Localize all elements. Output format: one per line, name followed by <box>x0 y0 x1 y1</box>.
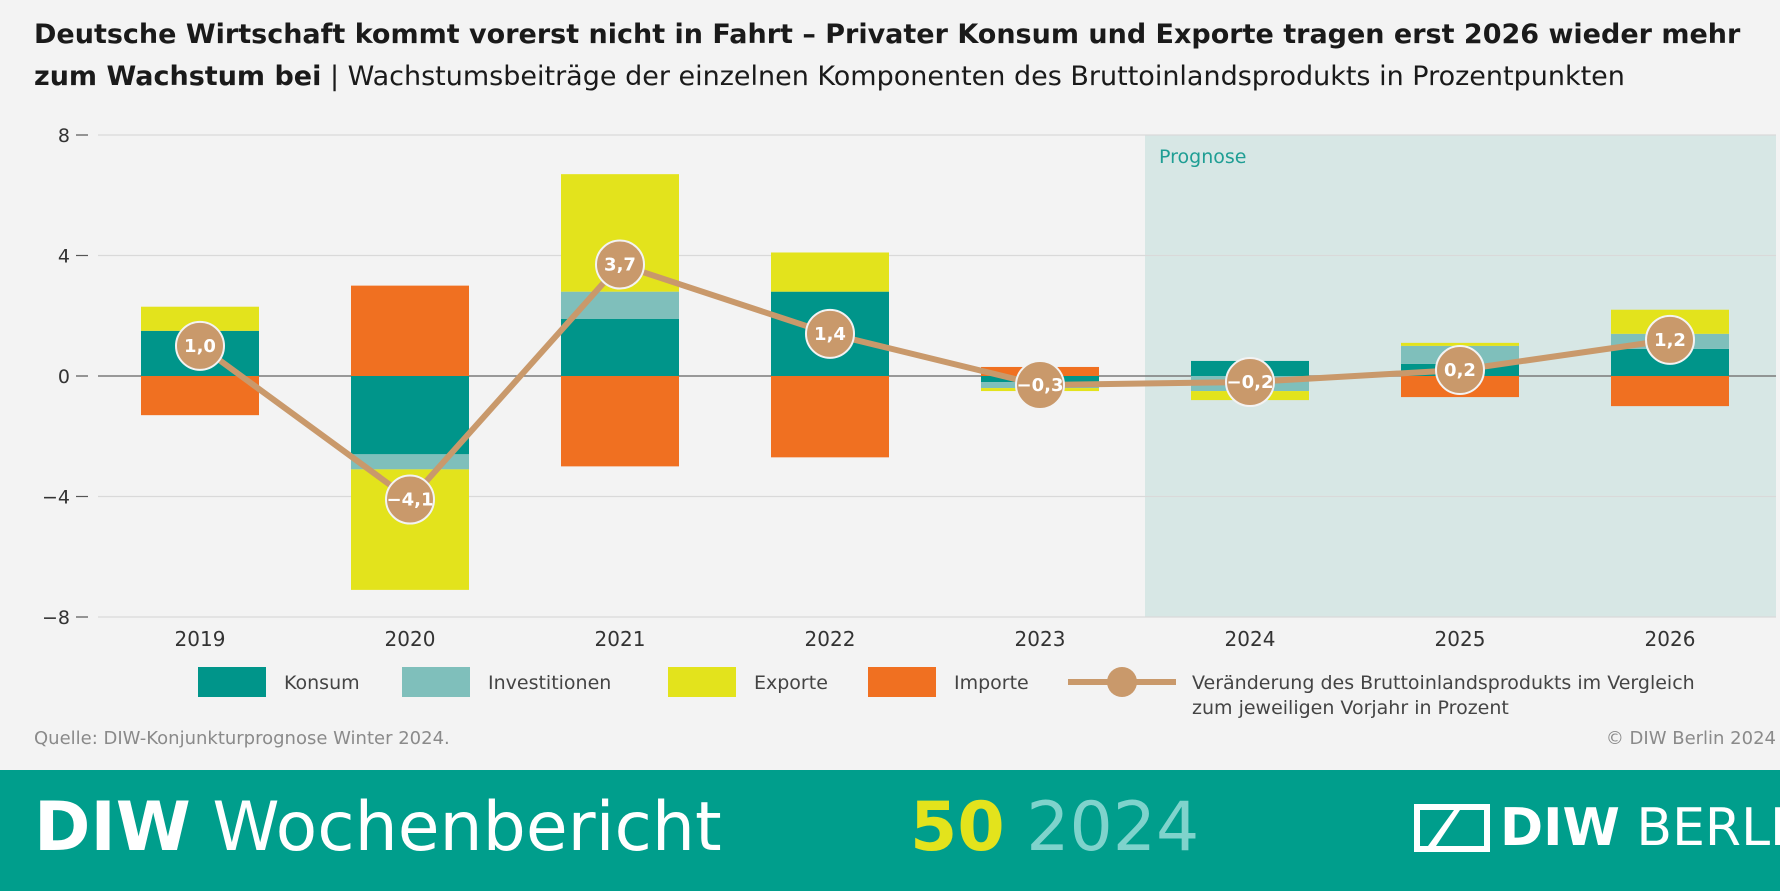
gdp-point <box>385 474 435 525</box>
y-tick-label: −4 <box>42 487 70 509</box>
x-tick-label: 2025 <box>1435 627 1486 651</box>
legend-line-point <box>1107 667 1137 697</box>
title-separator: | <box>321 61 348 92</box>
issue-number: 50 2024 <box>910 788 1199 868</box>
legend-label-investitionen: Investitionen <box>488 672 611 694</box>
brand-bold: DIW <box>34 788 191 867</box>
y-tick-label: 4 <box>58 246 70 268</box>
gdp-point-label: 1,0 <box>184 336 216 357</box>
legend-label-gdp-line2: zum jeweiligen Vorjahr in Prozent <box>1192 697 1509 719</box>
gdp-line <box>198 261 1671 503</box>
brand-rest: Wochenbericht <box>190 788 722 867</box>
legend: Konsum Investitionen Exporte Importe Verände… <box>198 667 1695 719</box>
bar-exporte <box>771 252 889 292</box>
legend-label-exporte: Exporte <box>754 672 828 694</box>
logo-rest: BERLIN <box>1636 798 1780 858</box>
legend-label-gdp-line1: Veränderung des Bruttoinlandsprodukts im… <box>1192 672 1695 694</box>
title-bold: Deutsche Wirtschaft kommt vorerst nicht … <box>34 19 1741 92</box>
x-tick-label: 2023 <box>1015 627 1066 651</box>
bar-importe <box>351 285 469 376</box>
gdp-point <box>1435 344 1485 395</box>
y-tick-label: −8 <box>42 607 70 629</box>
legend-swatch-importe <box>868 667 936 697</box>
line-layer: 1,0 −4,1 3,7 1,4 −0,3 −0,2 0,2 1,2 <box>175 239 1695 525</box>
chart-title: Deutsche Wirtschaft kommt vorerst nicht … <box>34 14 1754 98</box>
gdp-point <box>805 308 855 359</box>
legend-swatch-investitionen <box>402 667 470 697</box>
footer-banner: DIW Wochenbericht 50 2024 DIW BERLIN <box>0 770 1780 891</box>
gdp-point-label: 1,2 <box>1654 330 1686 351</box>
issue-year: 2024 <box>1004 788 1200 867</box>
gdp-point <box>1015 360 1065 411</box>
x-tick-label: 2026 <box>1645 627 1696 651</box>
brand-wordmark: DIW Wochenbericht <box>34 788 722 868</box>
gdp-point <box>1225 357 1275 408</box>
y-tick-label: 0 <box>58 366 70 388</box>
gdp-point-label: −4,1 <box>387 490 434 511</box>
bar-konsum <box>561 318 679 376</box>
logo-bold: DIW <box>1500 798 1620 858</box>
bar-importe <box>771 376 889 458</box>
gdp-point <box>175 320 225 371</box>
gdp-point-label: −0,2 <box>1227 372 1274 393</box>
issue-num: 50 <box>910 788 1005 867</box>
gdp-point-label: 1,4 <box>814 324 846 345</box>
bar-importe <box>561 376 679 467</box>
logo-wordmark: DIW BERLIN <box>1500 798 1780 858</box>
gdp-point-label: 3,7 <box>604 255 636 276</box>
bar-exporte <box>1401 342 1519 346</box>
forecast-label: Prognose <box>1159 146 1246 168</box>
gdp-point-label: −0,3 <box>1017 375 1064 396</box>
x-tick-label: 2020 <box>385 627 436 651</box>
bar-konsum <box>351 376 469 455</box>
gdp-point <box>1645 314 1695 365</box>
x-tick-label: 2019 <box>175 627 226 651</box>
x-tick-label: 2021 <box>595 627 646 651</box>
chart-area: Prognose 1,0 −4,1 3,7 1,4 −0,3 −0,2 0,2 1,2 8 4 0… <box>42 125 1776 719</box>
x-tick-label: 2022 <box>805 627 856 651</box>
gdp-point <box>595 239 645 290</box>
axis-layer: 8 4 0 −4 −8 2019 2020 2021 2022 2023 2024 2025 2026 <box>42 125 1695 651</box>
legend-swatch-exporte <box>668 667 736 697</box>
legend-swatch-konsum <box>198 667 266 697</box>
chart-subtitle: Wachstumsbeiträge der einzelnen Komponen… <box>347 61 1625 92</box>
source-note: Quelle: DIW-Konjunkturprognose Winter 20… <box>34 728 450 749</box>
y-tick-label: 8 <box>58 125 70 147</box>
diw-logo-icon <box>1414 804 1490 852</box>
x-tick-label: 2024 <box>1225 627 1276 651</box>
legend-label-importe: Importe <box>954 672 1029 694</box>
copyright-note: © DIW Berlin 2024 <box>1605 728 1776 749</box>
gdp-point-label: 0,2 <box>1444 360 1476 381</box>
legend-label-konsum: Konsum <box>284 672 360 694</box>
bar-importe <box>141 376 259 416</box>
bar-importe <box>1611 376 1729 407</box>
